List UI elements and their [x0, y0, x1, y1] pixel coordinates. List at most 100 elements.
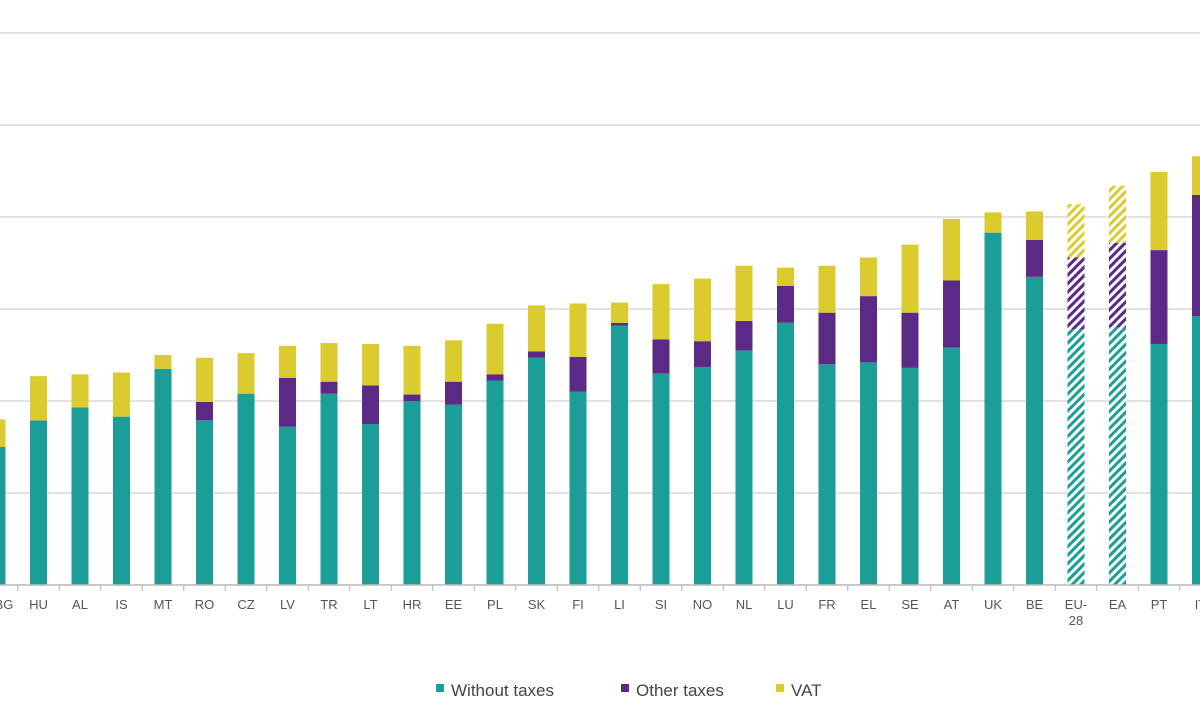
x-tick-label-pl: PL: [487, 597, 503, 612]
x-tick-label-lv: LV: [280, 597, 295, 612]
bar-without-taxes-eu-28: [1067, 329, 1085, 585]
x-tick-label-hu: HU: [29, 597, 48, 612]
bar-without-taxes-ea: [1109, 327, 1126, 585]
bar-without-taxes-pt: [1150, 343, 1168, 585]
bar-group-tr: [320, 343, 338, 585]
x-tick-label-lt: LT: [363, 597, 377, 612]
bar-without-taxes-no: [694, 366, 711, 585]
bar-without-taxes-mt: [154, 368, 172, 585]
bar-group-eu-28: [1067, 204, 1085, 585]
x-tick-label-si: SI: [655, 597, 667, 612]
legend: Without taxes Other taxes VAT: [436, 681, 822, 700]
bar-without-taxes-si: [652, 373, 670, 585]
x-tick-label-fi: FI: [572, 597, 584, 612]
bar-vat-it: [1192, 156, 1200, 195]
x-axis: [0, 584, 1200, 591]
bar-vat-lv: [279, 345, 296, 378]
legend-item-other-taxes: Other taxes: [621, 681, 724, 700]
bar-other-taxes-se: [901, 312, 919, 368]
bar-vat-ee: [445, 340, 462, 382]
bar-group-cz: [237, 353, 255, 585]
bar-group-fi: [569, 303, 587, 585]
x-tick-label-uk: UK: [984, 597, 1002, 612]
bar-vat-bg: [0, 419, 6, 447]
bar-vat-pt: [1150, 171, 1168, 251]
x-tick-label-no: NO: [693, 597, 713, 612]
x-tick-label-el: EL: [861, 597, 877, 612]
x-tick-label-ee: EE: [445, 597, 463, 612]
bar-other-taxes-ea: [1109, 242, 1126, 328]
bar-other-taxes-nl: [735, 320, 753, 351]
bar-group-it: [1192, 156, 1200, 585]
bar-vat-fi: [569, 303, 587, 357]
bar-other-taxes-pl: [486, 374, 504, 381]
bar-group-lt: [362, 343, 379, 585]
bar-vat-nl: [735, 265, 753, 321]
bar-vat-tr: [320, 343, 338, 382]
bar-group-se: [901, 244, 919, 585]
bar-without-taxes-at: [943, 347, 960, 585]
bar-group-el: [860, 257, 877, 585]
bar-other-taxes-ro: [196, 401, 213, 421]
bar-other-taxes-lu: [777, 286, 794, 323]
bar-vat-fr: [818, 265, 836, 313]
bar-without-taxes-lv: [279, 426, 296, 585]
bar-without-taxes-hu: [30, 420, 47, 585]
bar-without-taxes-be: [1026, 276, 1043, 585]
x-tick-label-mt: MT: [154, 597, 173, 612]
bar-group-ro: [196, 357, 213, 585]
bar-vat-ea: [1109, 185, 1126, 243]
x-tick-label-sk: SK: [528, 597, 546, 612]
bar-group-pt: [1150, 171, 1168, 585]
bar-group-bg: [0, 419, 6, 585]
bar-without-taxes-ro: [196, 420, 213, 585]
legend-label: Other taxes: [636, 681, 724, 700]
bar-vat-mt: [154, 355, 172, 369]
x-tick-label-is: IS: [115, 597, 128, 612]
bar-vat-eu-28: [1067, 204, 1085, 258]
x-tick-label-hr: HR: [403, 597, 422, 612]
x-tick-label-bg: BG: [0, 597, 13, 612]
bar-other-taxes-it: [1192, 194, 1200, 317]
x-tick-label-nl: NL: [736, 597, 753, 612]
bar-without-taxes-cz: [237, 393, 255, 585]
bar-vat-at: [943, 218, 960, 281]
bar-vat-el: [860, 257, 877, 297]
bar-group-pl: [486, 323, 504, 585]
bar-group-al: [71, 374, 89, 585]
bar-group-lv: [279, 345, 296, 585]
x-tick-label-eu-28: EU-28: [1065, 597, 1087, 628]
legend-label: Without taxes: [451, 681, 554, 700]
x-tick-label-tr: TR: [320, 597, 337, 612]
bar-vat-si: [652, 284, 670, 340]
gridlines: [0, 32, 1200, 586]
x-tick-label-cz: CZ: [237, 597, 254, 612]
x-tick-label-at: AT: [944, 597, 960, 612]
bar-vat-cz: [237, 353, 255, 394]
bar-vat-lu: [777, 267, 794, 286]
bar-other-taxes-at: [943, 280, 960, 348]
bar-without-taxes-is: [113, 416, 130, 585]
bar-other-taxes-no: [694, 341, 711, 367]
bar-without-taxes-bg: [0, 447, 6, 585]
bar-group-si: [652, 284, 670, 585]
legend-swatch: [436, 684, 444, 692]
bar-group-hu: [30, 376, 47, 585]
legend-item-vat: VAT: [776, 681, 822, 700]
bar-other-taxes-si: [652, 339, 670, 374]
bar-group-lu: [777, 267, 794, 585]
bar-group-uk: [984, 212, 1002, 585]
bar-without-taxes-fr: [818, 364, 836, 585]
x-tick-label-it: IT: [1195, 597, 1200, 612]
x-tick-labels: BG HU AL IS MT RO CZ LV TR LT HR EE PL SK FI LI SI NO NL LU…: [0, 597, 1200, 628]
x-tick-label-pt: PT: [1151, 597, 1168, 612]
bar-without-taxes-tr: [320, 393, 338, 585]
bar-without-taxes-al: [71, 407, 89, 585]
bars: [0, 156, 1200, 585]
bar-without-taxes-ee: [445, 404, 462, 585]
bar-group-nl: [735, 265, 753, 585]
bar-vat-se: [901, 244, 919, 313]
bar-group-no: [694, 278, 711, 585]
legend-swatch: [621, 684, 629, 692]
bar-without-taxes-nl: [735, 350, 753, 585]
